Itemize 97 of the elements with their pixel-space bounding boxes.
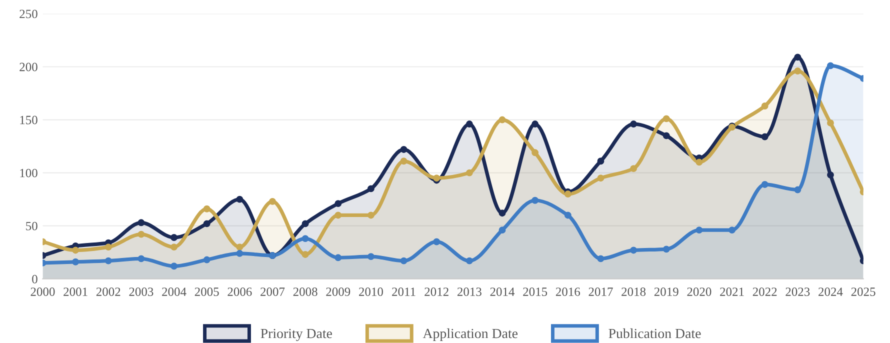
point: [662, 132, 670, 140]
legend-label: Publication Date: [608, 328, 701, 338]
point: [367, 253, 374, 260]
point: [466, 169, 473, 176]
point: [597, 174, 604, 182]
x-tick-label: 2000: [30, 288, 55, 296]
legend-label: Application Date: [422, 328, 518, 342]
point: [203, 205, 210, 212]
point: [269, 198, 276, 205]
x-tick-label: 2016: [556, 288, 580, 296]
x-tick-label: 2009: [326, 288, 350, 296]
point: [466, 257, 473, 264]
y-tick-label: 50: [26, 222, 38, 230]
point: [466, 120, 473, 128]
point: [761, 102, 768, 110]
x-tick-label: 2005: [194, 288, 219, 296]
point: [564, 190, 572, 198]
point: [236, 244, 244, 251]
y-tick-label: 0: [32, 274, 38, 284]
x-tick-label: 2006: [228, 288, 252, 296]
point: [498, 210, 506, 217]
point: [72, 258, 80, 266]
point: [104, 244, 112, 251]
point: [104, 257, 112, 264]
point: [597, 158, 604, 165]
point: [498, 116, 506, 124]
x-tick-label: 2012: [424, 288, 448, 296]
point: [662, 115, 670, 122]
y-tick-label: 250: [20, 10, 38, 18]
point: [597, 255, 604, 262]
y-tick-label: 200: [20, 62, 38, 72]
x-tick-label: 2011: [392, 288, 416, 296]
point: [827, 119, 834, 126]
point: [367, 212, 374, 219]
point: [334, 254, 342, 262]
x-tick-label: 2020: [687, 288, 712, 296]
point: [400, 158, 408, 165]
point: [302, 250, 309, 258]
point: [794, 54, 802, 61]
point: [794, 68, 802, 74]
point: [367, 185, 374, 192]
point: [203, 220, 210, 228]
point: [170, 234, 178, 241]
point: [761, 180, 768, 188]
point: [236, 196, 244, 203]
x-tick-label: 2001: [64, 288, 88, 296]
x-tick-label: 2015: [523, 288, 548, 296]
x-tick-label: 2022: [752, 288, 777, 296]
point: [400, 146, 408, 153]
point: [138, 219, 145, 226]
x-tick-label: 2025: [851, 288, 876, 296]
point: [728, 226, 736, 234]
x-tick-label: 2004: [162, 288, 186, 296]
point: [170, 262, 178, 270]
point: [72, 246, 80, 254]
x-tick-label: 2014: [490, 288, 515, 296]
x-tick-label: 2019: [654, 288, 678, 296]
point: [203, 256, 210, 264]
point: [532, 120, 539, 128]
point: [170, 244, 178, 251]
point: [302, 220, 309, 228]
x-tick-label: 2023: [786, 288, 810, 296]
x-tick-label: 2017: [588, 288, 613, 296]
point: [400, 257, 408, 264]
point: [433, 238, 440, 246]
point: [498, 226, 506, 234]
point: [630, 165, 638, 172]
legend-label: Priority Date: [260, 328, 332, 342]
point: [236, 250, 244, 257]
point: [334, 212, 342, 219]
point: [532, 149, 539, 156]
x-tick-label: 2008: [293, 288, 318, 296]
point: [532, 196, 539, 204]
point: [827, 62, 834, 70]
x-tick-label: 2024: [818, 288, 843, 296]
point: [630, 246, 638, 254]
x-tick-label: 2010: [359, 288, 383, 296]
point: [564, 212, 572, 219]
x-tick-label: 2018: [622, 288, 646, 296]
point: [794, 186, 802, 194]
point: [630, 120, 638, 128]
point: [138, 230, 145, 238]
y-tick-label: 100: [20, 168, 38, 178]
y-tick-label: 150: [20, 116, 38, 124]
point: [696, 158, 703, 166]
point: [334, 200, 342, 208]
x-tick-label: 2021: [720, 288, 744, 296]
x-tick-label: 2013: [457, 288, 482, 296]
x-tick-label: 2007: [260, 288, 285, 296]
x-tick-label: 2002: [96, 288, 120, 296]
x-tick-label: 2003: [129, 288, 154, 296]
point: [302, 235, 309, 242]
point: [696, 226, 703, 234]
point: [827, 171, 834, 178]
point: [662, 246, 670, 253]
point: [761, 133, 768, 140]
point: [138, 255, 145, 262]
